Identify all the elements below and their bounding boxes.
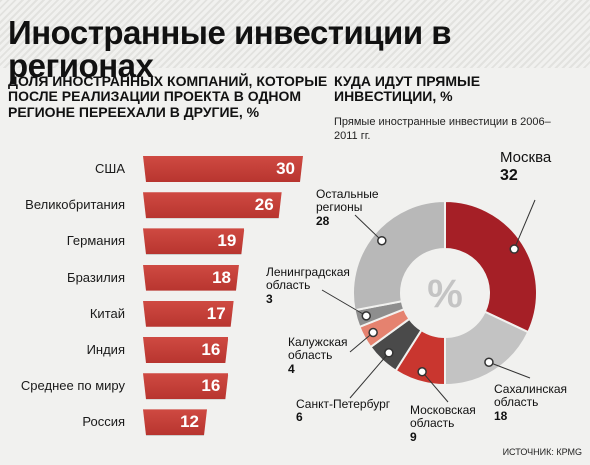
pie-leader-marker: [361, 311, 372, 321]
page-title: Иностранные инвестиции в регионах: [8, 14, 452, 84]
bar: 26: [143, 192, 282, 218]
pie-label-moscow-value: 32: [500, 166, 518, 184]
pie-label-kaluga: Калужская область 4: [288, 335, 358, 376]
pie-label-spb-value: 6: [296, 410, 303, 425]
bar: 17: [143, 301, 234, 327]
pie-leader-line: [349, 332, 374, 353]
pie-label-moscow: Москва 32: [500, 149, 552, 185]
pie-chart-subtitle: Прямые иностранные инвестиции в 2006–201…: [334, 116, 551, 142]
pie-label-spb: Санкт-Петербург 6: [296, 397, 406, 425]
pie-hole: [402, 250, 488, 336]
pie-label-spb-name: Санкт-Петербург: [296, 397, 391, 411]
pie-label-other-name: Остальные регионы: [316, 187, 379, 215]
pie-label-sakhalin: Сахалинская область 18: [494, 382, 574, 423]
pie-label-other: Остальные регионы 28: [316, 187, 426, 228]
bar-value-label: 12: [180, 412, 199, 432]
pie-label-moscow-oblast: Московская область 9: [410, 403, 490, 444]
bar: 16: [143, 373, 228, 399]
pie-label-leningrad-value: 3: [266, 291, 273, 306]
pie-label-sakhalin-value: 18: [494, 408, 508, 423]
bar-value-label: 17: [206, 303, 226, 323]
pie-leader-line: [321, 289, 367, 317]
pie-leader-line: [513, 199, 536, 250]
bar-label: Германия: [66, 233, 125, 249]
bar-label: Среднее по миру: [20, 378, 125, 394]
bar: 16: [143, 337, 228, 363]
bar: 19: [143, 228, 244, 254]
pie-chart-title: КУДА ИДУТ ПРЯМЫЕ ИНВЕСТИЦИИ, %: [334, 73, 481, 105]
source-note: Источник: КРМG: [502, 447, 582, 457]
pie-leader-marker: [377, 235, 387, 246]
bar-label: Великобритания: [25, 197, 125, 213]
bar: 30: [143, 156, 303, 182]
bar-label: Китай: [89, 305, 125, 321]
bar-label: Россия: [82, 414, 125, 430]
bar-label: Индия: [86, 342, 125, 357]
bar: 18: [143, 265, 239, 291]
pie-leader-line: [354, 214, 383, 242]
pie-center-label: %: [427, 272, 463, 316]
pie-label-sakhalin-name: Сахалинская область: [494, 382, 568, 410]
bar-value-label: 19: [217, 231, 237, 251]
bar-label: США: [95, 161, 125, 176]
pie-label-moscow-oblast-value: 9: [410, 429, 417, 444]
pie-leader-line: [349, 352, 390, 399]
pie-leader-marker: [417, 366, 427, 377]
bar-value-label: 30: [276, 159, 295, 178]
pie-label-kaluga-name: Калужская область: [288, 335, 348, 363]
pie-label-moscow-name: Москва: [500, 149, 552, 166]
bar-value-label: 18: [212, 267, 231, 287]
pie-slice: [444, 199, 538, 334]
pie-leader-marker: [509, 244, 519, 254]
pie-label-moscow-oblast-name: Московская область: [410, 403, 476, 431]
pie-label-leningrad: Ленинградская область 3: [266, 265, 356, 306]
title-bar: [0, 0, 590, 68]
bar-value-label: 16: [201, 376, 221, 396]
pie-leader-marker: [484, 357, 494, 367]
pie-leader-line: [488, 361, 531, 379]
bar-chart: США 30 Великобритания 26 Германия 19 Бразилия 1…: [0, 150, 340, 440]
pie-leader-marker: [384, 348, 394, 358]
pie-label-other-value: 28: [316, 213, 330, 228]
pie-label-leningrad-name: Ленинградская область: [266, 265, 350, 293]
bar-value-label: 26: [254, 195, 274, 215]
pie-slice: [352, 199, 446, 312]
bar-chart-title: ДОЛЯ ИНОСТРАННЫХ КОМПАНИЙ, КОТОРЫЕ ПОСЛЕ…: [8, 73, 328, 120]
pie-leader-line: [421, 371, 449, 403]
bar-value-label: 16: [201, 340, 221, 359]
pie-label-kaluga-value: 4: [288, 361, 295, 376]
bar: 12: [143, 409, 207, 435]
bar-label: Бразилия: [67, 269, 125, 285]
pie-leader-marker: [368, 327, 378, 338]
